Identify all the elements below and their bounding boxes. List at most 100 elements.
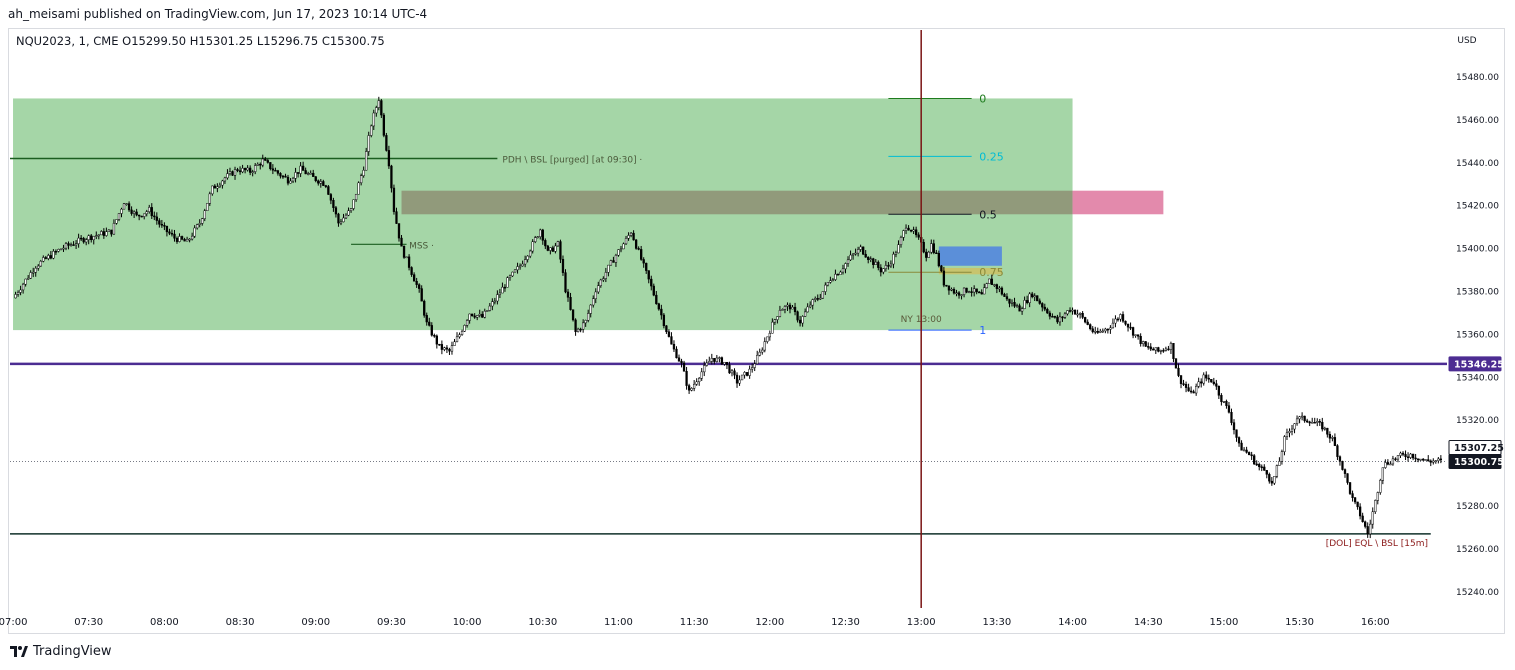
candle-body bbox=[942, 270, 946, 286]
fvg-zone-brown bbox=[401, 190, 1073, 215]
footer-brand[interactable]: TradingView bbox=[33, 644, 112, 659]
candle-body bbox=[170, 232, 174, 235]
fib-label: 0 bbox=[979, 92, 986, 105]
candle-body bbox=[597, 285, 600, 293]
candle-body bbox=[407, 256, 411, 268]
candle-body bbox=[233, 169, 237, 176]
candle-body bbox=[362, 169, 365, 176]
candle-body bbox=[246, 167, 249, 171]
candle-body bbox=[1149, 346, 1152, 350]
candle-body bbox=[87, 235, 90, 240]
fib-label: 0.25 bbox=[979, 150, 1004, 163]
candle-body bbox=[1391, 458, 1395, 465]
candle-body bbox=[1015, 305, 1019, 307]
candle-body bbox=[491, 301, 494, 307]
candle-body bbox=[228, 171, 232, 174]
candle-body bbox=[549, 247, 552, 251]
candle-body bbox=[930, 243, 933, 253]
candle-body bbox=[27, 277, 30, 280]
x-tick-label: 12:00 bbox=[755, 617, 784, 628]
candle-body bbox=[1005, 296, 1009, 300]
candle-body bbox=[677, 357, 681, 362]
candle-body bbox=[874, 261, 877, 265]
candle-body bbox=[973, 288, 976, 293]
candle-body bbox=[556, 241, 560, 247]
candle-body bbox=[819, 297, 822, 300]
candle-body bbox=[1318, 421, 1321, 423]
last-price-tag-bg bbox=[1448, 453, 1502, 469]
candle-body bbox=[675, 348, 678, 359]
candle-body bbox=[839, 271, 842, 275]
candle-body bbox=[115, 219, 118, 224]
candle-body bbox=[917, 234, 920, 238]
candle-body bbox=[397, 223, 401, 239]
x-tick-label: 09:00 bbox=[301, 617, 330, 628]
candle-body bbox=[453, 341, 456, 346]
candle-body bbox=[907, 227, 910, 231]
candle-body bbox=[559, 241, 562, 260]
candle-body bbox=[872, 258, 875, 265]
candle-body bbox=[185, 238, 189, 242]
candle-body bbox=[1109, 327, 1112, 330]
y-tick-label: 15340.00 bbox=[1456, 373, 1499, 383]
candle-body bbox=[1422, 458, 1425, 461]
candle-body bbox=[1101, 330, 1104, 333]
candle-body bbox=[993, 284, 996, 286]
candle-body bbox=[1414, 457, 1417, 460]
candle-body bbox=[1374, 500, 1377, 512]
y-tick-label: 15460.00 bbox=[1456, 116, 1499, 126]
candle-body bbox=[516, 266, 519, 271]
candle-body bbox=[1131, 327, 1135, 336]
candle-body bbox=[665, 325, 668, 332]
candle-body bbox=[77, 237, 80, 244]
candle-body bbox=[1179, 375, 1183, 384]
candle-body bbox=[1197, 381, 1200, 387]
candle-body bbox=[370, 125, 373, 136]
candle-body bbox=[1321, 421, 1324, 430]
candle-body bbox=[1278, 461, 1281, 466]
candle-body bbox=[791, 306, 794, 310]
candle-body bbox=[478, 313, 481, 316]
candle-body bbox=[723, 361, 726, 365]
last-price-tag: 15300.75 bbox=[1454, 457, 1504, 468]
purple-price-tag-bg bbox=[1448, 356, 1502, 372]
candle-body bbox=[1303, 415, 1306, 422]
candle-body bbox=[786, 304, 789, 307]
candle-body bbox=[1041, 303, 1044, 308]
candle-body bbox=[1200, 381, 1203, 384]
candle-body bbox=[650, 278, 653, 287]
candle-body bbox=[554, 245, 557, 252]
candle-body bbox=[163, 225, 166, 227]
candle-body bbox=[720, 357, 724, 365]
candle-body bbox=[1376, 492, 1379, 501]
candle-body bbox=[1260, 466, 1263, 469]
candle-body bbox=[347, 210, 350, 216]
candle-body bbox=[1235, 429, 1238, 438]
candle-body bbox=[42, 257, 45, 262]
candle-body bbox=[1157, 347, 1160, 352]
candle-body bbox=[803, 311, 807, 317]
candle-body bbox=[1028, 293, 1031, 303]
candle-body bbox=[1409, 453, 1412, 458]
candle-body bbox=[1331, 437, 1334, 439]
candle-body bbox=[809, 304, 812, 308]
candle-body bbox=[392, 187, 396, 212]
candle-body bbox=[221, 180, 224, 186]
candle-body bbox=[301, 165, 305, 171]
candle-body bbox=[226, 173, 229, 179]
candle-body bbox=[1020, 308, 1024, 312]
candle-body bbox=[1058, 316, 1062, 323]
candle-body bbox=[319, 181, 322, 184]
candle-body bbox=[892, 253, 895, 265]
candle-body bbox=[1245, 449, 1248, 453]
candle-body bbox=[534, 237, 537, 242]
candle-body bbox=[1182, 383, 1185, 385]
candle-body bbox=[581, 322, 585, 330]
candle-body bbox=[1023, 300, 1026, 309]
candle-body bbox=[1084, 317, 1087, 323]
candle-body bbox=[735, 374, 739, 384]
candle-body bbox=[718, 357, 721, 359]
candle-body bbox=[781, 309, 784, 311]
candle-body bbox=[1394, 458, 1397, 461]
